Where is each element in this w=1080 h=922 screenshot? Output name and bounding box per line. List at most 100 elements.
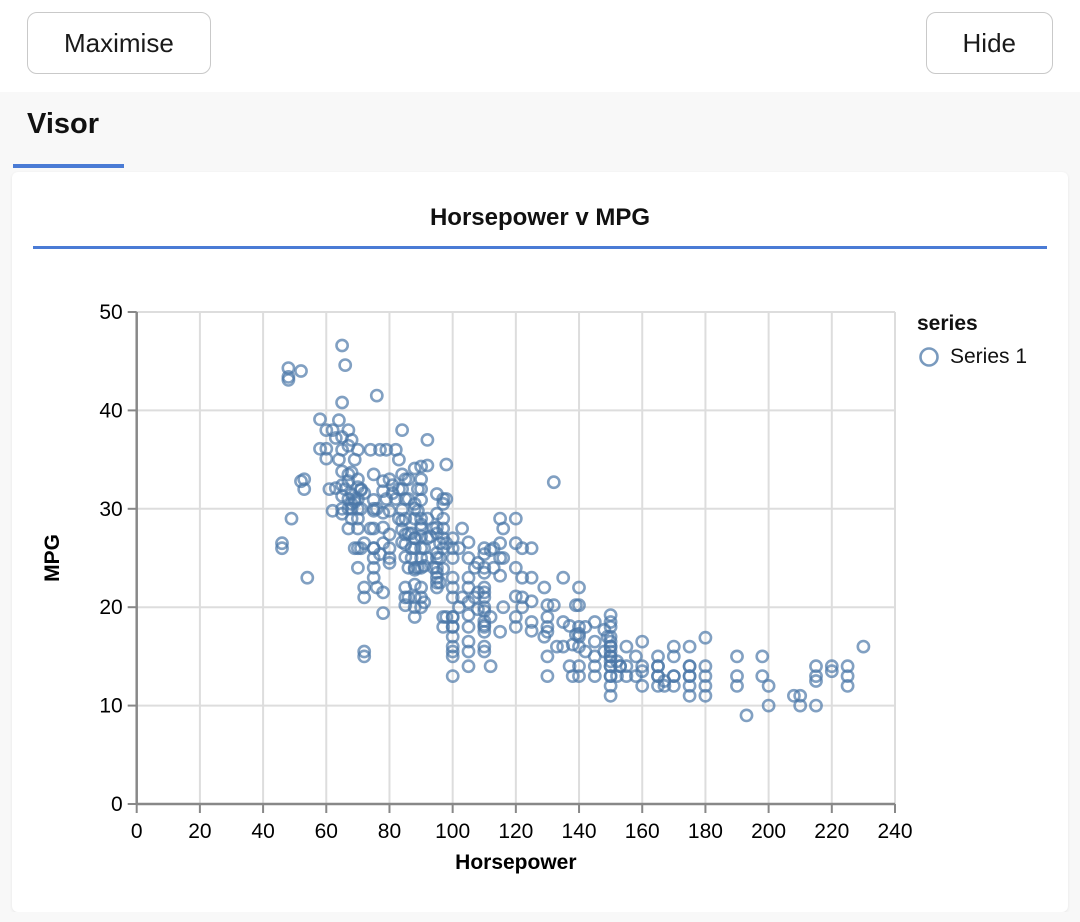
data-point xyxy=(809,674,823,688)
x-tick-label: 40 xyxy=(251,820,274,843)
data-point xyxy=(461,634,476,649)
data-point xyxy=(603,669,618,683)
data-point xyxy=(366,521,381,536)
data-point xyxy=(477,639,492,654)
data-point xyxy=(436,521,451,536)
data-point xyxy=(300,570,315,585)
data-point xyxy=(445,570,460,585)
data-point xyxy=(275,541,289,556)
data-point xyxy=(496,600,511,615)
title-divider xyxy=(33,246,1047,249)
data-point xyxy=(401,590,416,605)
data-point xyxy=(809,698,823,713)
data-point xyxy=(550,639,564,654)
data-point xyxy=(357,590,372,605)
legend-item-series-1: Series 1 xyxy=(917,345,1067,369)
data-point xyxy=(635,679,650,693)
data-point xyxy=(635,664,650,679)
data-point xyxy=(420,432,435,447)
data-point xyxy=(496,521,511,536)
data-point xyxy=(856,639,871,654)
data-point xyxy=(493,536,507,551)
data-point xyxy=(524,570,539,585)
data-point xyxy=(540,624,555,639)
tab-visor[interactable]: Visor xyxy=(27,108,100,140)
data-point xyxy=(755,669,770,683)
data-point xyxy=(496,551,511,565)
data-point xyxy=(840,679,855,693)
data-point xyxy=(284,511,299,526)
data-point xyxy=(824,659,839,674)
x-tick-label: 20 xyxy=(188,820,211,843)
data-point xyxy=(344,432,359,447)
data-point xyxy=(445,629,460,644)
data-point xyxy=(445,619,460,634)
data-point xyxy=(477,560,492,575)
data-point xyxy=(379,442,394,457)
data-point xyxy=(423,529,438,544)
y-tick-label: 0 xyxy=(111,793,123,816)
data-point xyxy=(401,472,416,487)
data-point xyxy=(698,659,713,674)
data-point xyxy=(603,644,618,659)
data-point xyxy=(761,698,776,713)
hide-button[interactable]: Hide xyxy=(925,12,1053,74)
data-point xyxy=(366,467,381,482)
x-axis-title: Horsepower xyxy=(455,851,576,874)
data-point xyxy=(477,624,492,639)
data-point xyxy=(445,580,460,595)
data-point xyxy=(445,541,460,556)
data-point xyxy=(398,511,413,526)
data-point xyxy=(651,649,665,664)
data-point xyxy=(540,649,555,664)
data-point xyxy=(319,441,334,456)
data-point xyxy=(395,423,409,437)
data-point xyxy=(483,610,498,624)
data-point xyxy=(524,594,539,609)
data-point xyxy=(407,541,422,556)
data-point xyxy=(682,659,697,674)
data-point xyxy=(755,649,770,664)
data-point xyxy=(455,521,469,536)
data-point xyxy=(666,669,681,683)
data-point xyxy=(417,595,432,610)
x-tick-label: 160 xyxy=(625,820,660,843)
data-point xyxy=(682,679,697,693)
data-point xyxy=(439,492,454,506)
x-tick-label: 240 xyxy=(877,820,912,843)
x-tick-label: 100 xyxy=(435,820,470,843)
data-point xyxy=(319,423,334,437)
data-point xyxy=(382,527,397,542)
data-point xyxy=(698,679,713,693)
data-point xyxy=(382,541,397,556)
data-point xyxy=(294,364,308,378)
maximise-button[interactable]: Maximise xyxy=(27,12,211,74)
data-point xyxy=(682,688,697,703)
data-point xyxy=(572,619,586,634)
data-point xyxy=(546,475,561,490)
data-point xyxy=(407,577,422,592)
data-point xyxy=(698,630,713,645)
data-point xyxy=(562,618,577,633)
data-point xyxy=(439,610,454,624)
data-point xyxy=(603,679,618,693)
data-point xyxy=(587,615,602,629)
data-point xyxy=(565,669,580,683)
data-point xyxy=(357,649,372,664)
data-point xyxy=(619,669,634,683)
data-point xyxy=(572,659,586,674)
tab-active-indicator xyxy=(13,164,124,168)
data-point xyxy=(587,669,602,683)
data-point xyxy=(793,698,808,713)
data-point xyxy=(414,492,428,507)
data-point xyxy=(572,580,586,595)
data-point xyxy=(297,482,312,496)
data-point xyxy=(461,570,476,585)
data-point xyxy=(357,644,372,659)
data-point xyxy=(572,598,586,613)
data-point xyxy=(461,659,476,674)
chart-title: Horsepower v MPG xyxy=(429,204,651,231)
data-point xyxy=(515,570,530,585)
data-point xyxy=(313,412,327,427)
data-point xyxy=(461,535,476,550)
